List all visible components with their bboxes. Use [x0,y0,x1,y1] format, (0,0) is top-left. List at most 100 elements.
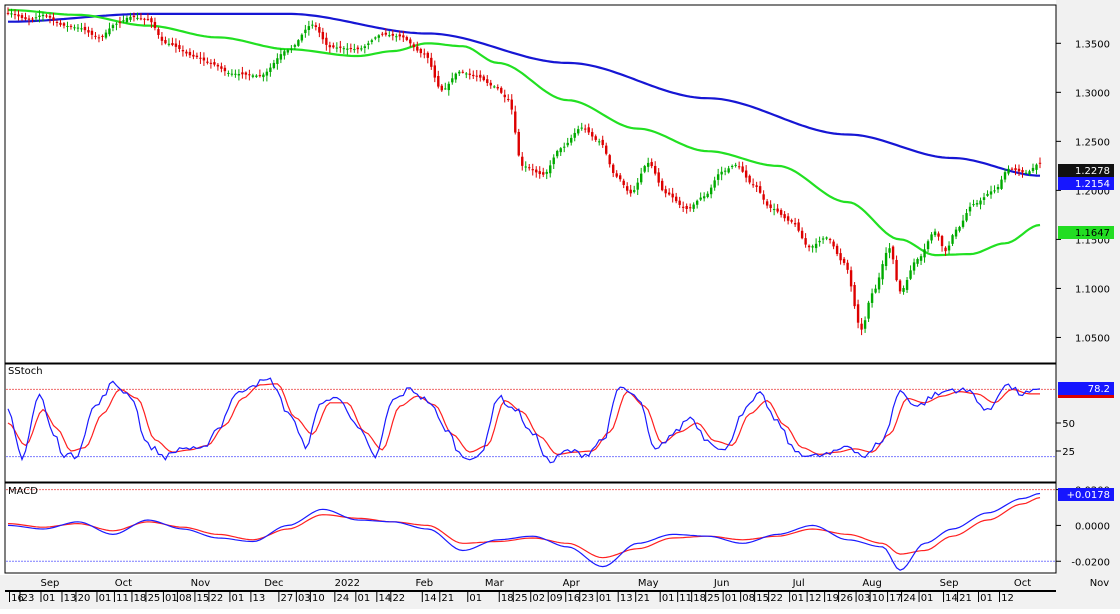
candle-body [388,35,391,37]
candle-body [475,75,478,77]
candle-body [940,236,944,247]
x-day-label: 17 [889,593,902,604]
candle-body [167,43,171,45]
candle-body [391,33,395,36]
candle-body [895,259,898,281]
candle-body [139,18,143,20]
candle-body [465,73,468,75]
candle-body [423,53,426,55]
x-month-label: Sep [41,578,60,589]
x-day-label: 01 [921,593,934,604]
x-day-label: 15 [197,593,210,604]
candle-body [793,222,797,225]
ma-mid-line [8,8,1041,257]
x-day-label: 12 [809,593,822,604]
x-day-label: 01 [43,593,56,604]
candle-body [646,162,650,167]
candle-body [283,51,286,56]
candle-body [150,18,153,23]
candle-body [321,31,325,40]
x-day-label: 18 [134,593,147,604]
x-day-label: 13 [620,593,633,604]
candle-body [912,262,916,271]
x-day-label: 12 [1001,593,1014,604]
candle-body [930,234,933,241]
stoch-d-line [7,383,1040,456]
candle-body [118,22,122,24]
candle-body [674,196,678,202]
x-day-label: 25 [707,593,720,604]
x-month-label: Aug [862,578,882,589]
candle-body [181,50,185,52]
candle-body [605,145,608,154]
candle-body [923,249,926,258]
candle-body [1010,168,1014,170]
x-month-label: 2022 [335,578,360,589]
x-day-label: 16 [11,593,24,604]
candle-body [52,17,55,21]
candle-body [856,304,860,323]
candle-body [709,187,713,195]
candle-body [660,180,664,191]
ma-long-tag-text: 1.2154 [1075,179,1110,190]
candle-body [800,230,804,239]
price-tick-label: 1.0500 [1075,333,1110,344]
candle-body [699,197,702,200]
candle-body [762,194,765,200]
stoch-value-tag-text: 78.2 [1088,384,1110,395]
candle-body [881,264,884,280]
candle-body [898,280,902,292]
candle-body [115,23,118,25]
candle-body [671,193,674,198]
x-day-label: 21 [441,593,454,604]
candle-body [776,208,779,212]
candle-body [528,167,531,169]
macd-tick-label: -0.0200 [1071,557,1110,568]
x-day-label: 01 [791,593,804,604]
x-day-label: 01 [165,593,178,604]
x-day-label: 26 [840,593,853,604]
candle-body [62,23,66,26]
candle-body [811,246,814,248]
candle-body [97,37,101,39]
candlesticks [6,7,1042,336]
candle-body [171,43,174,46]
candle-body [786,216,790,221]
candle-body [20,15,24,18]
x-day-label: 03 [298,593,311,604]
candle-body [531,169,534,171]
candle-body [968,206,972,212]
x-month-label: Apr [563,578,581,589]
candle-body [951,235,954,244]
candle-body [1035,164,1038,170]
ma-mid-tag: 1.1647 [1058,226,1114,239]
candle-body [902,287,905,292]
macd-value-tag-text: +0.0178 [1067,490,1110,501]
candle-body [524,166,527,168]
candle-body [804,238,807,245]
candle-body [129,16,132,20]
candle-body [325,37,328,45]
candle-body [486,79,489,83]
candle-body [765,201,769,206]
candle-body [975,203,979,205]
x-day-label: 11 [116,593,129,604]
x-month-label: Nov [1090,578,1110,589]
candle-body [160,36,164,41]
candle-body [363,46,367,49]
x-day-label: 01 [599,593,612,604]
candle-body [958,226,961,231]
candle-body [538,171,541,175]
x-day-label: 22 [770,593,783,604]
candle-body [472,74,475,77]
candle-body [944,247,947,252]
candle-body [146,18,150,20]
x-day-label: 23 [581,593,594,604]
x-day-label: 23 [22,593,35,604]
x-day-label: 14 [945,593,958,604]
candle-body [657,172,660,183]
x-day-label: 25 [515,593,528,604]
candle-body [335,47,339,49]
candle-body [636,182,639,190]
candle-body [584,128,587,130]
